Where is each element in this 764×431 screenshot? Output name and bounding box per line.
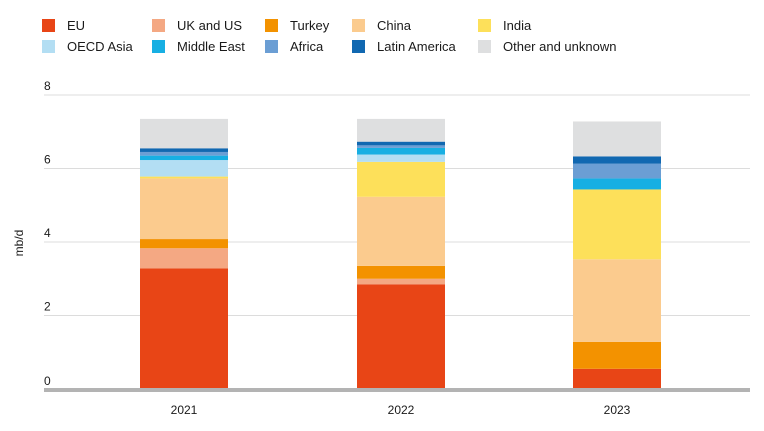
bar-segment (573, 121, 661, 157)
bar-segment (357, 278, 445, 285)
legend-item: Other and unknown (478, 37, 616, 55)
legend-item: EU (42, 16, 85, 34)
x-axis-baseline (44, 388, 750, 392)
legend-swatch (265, 18, 278, 32)
bar-segment (140, 176, 228, 179)
legend-label: Africa (290, 38, 324, 54)
y-axis-label: mb/d (12, 230, 26, 257)
x-tick-label: 2021 (171, 403, 198, 417)
x-tick-label: 2023 (604, 403, 631, 417)
bar-segment (573, 163, 661, 179)
bar-segment (357, 141, 445, 146)
bar-segment (357, 196, 445, 266)
bar-segment (140, 151, 228, 156)
bar-segment (140, 160, 228, 177)
x-tick-label: 2022 (388, 403, 415, 417)
legend-item: Latin America (352, 37, 456, 55)
bar-segment (140, 248, 228, 269)
y-tick-label: 2 (44, 300, 51, 314)
y-tick-label: 4 (44, 226, 51, 240)
legend-item: India (478, 16, 531, 34)
legend-item: Middle East (152, 37, 245, 55)
legend-label: Middle East (177, 38, 245, 54)
legend-item: UK and US (152, 16, 242, 34)
bar-segment (357, 154, 445, 162)
legend-label: Turkey (290, 17, 330, 33)
legend-label: India (503, 17, 532, 33)
bar-segment (357, 265, 445, 279)
bar-segment (357, 161, 445, 197)
bar-segment (573, 189, 661, 260)
legend-swatch (352, 39, 365, 53)
legend-swatch (152, 18, 165, 32)
y-tick-label: 6 (44, 153, 51, 167)
bar-segment (357, 284, 445, 389)
bar-segment (573, 156, 661, 164)
bar-segment (357, 147, 445, 155)
legend-swatch (152, 39, 165, 53)
bar-segment (140, 155, 228, 161)
legend-item: Turkey (265, 16, 329, 34)
legend-swatch (478, 18, 491, 32)
legend-item: OECD Asia (42, 37, 133, 55)
y-tick-label: 0 (44, 374, 51, 388)
bar-segment (140, 239, 228, 249)
bar-segment (573, 178, 661, 190)
legend-label: EU (67, 17, 86, 33)
legend-swatch (42, 39, 55, 53)
bar-segment (357, 145, 445, 148)
legend-label: Latin America (377, 38, 456, 54)
bar-segment (140, 178, 228, 240)
legend-swatch (42, 18, 55, 32)
bar-segment (573, 341, 661, 369)
legend-swatch (352, 18, 365, 32)
chart-legend: EU UK and US Turkey China India OECD Asia Midd… (0, 0, 764, 70)
bar-segment (573, 368, 661, 389)
legend-item: Africa (265, 37, 323, 55)
bar-segment (140, 118, 228, 149)
legend-swatch (478, 39, 491, 53)
bar-segment (573, 259, 661, 342)
bar-segment (140, 268, 228, 389)
y-tick-label: 8 (44, 79, 51, 93)
bar-segment (140, 148, 228, 152)
legend-swatch (265, 39, 278, 53)
legend-label: OECD Asia (67, 38, 133, 54)
legend-label: UK and US (177, 17, 243, 33)
bar-segment (357, 118, 445, 142)
legend-label: Other and unknown (503, 38, 617, 54)
legend-item: China (352, 16, 411, 34)
legend-label: China (377, 17, 411, 33)
